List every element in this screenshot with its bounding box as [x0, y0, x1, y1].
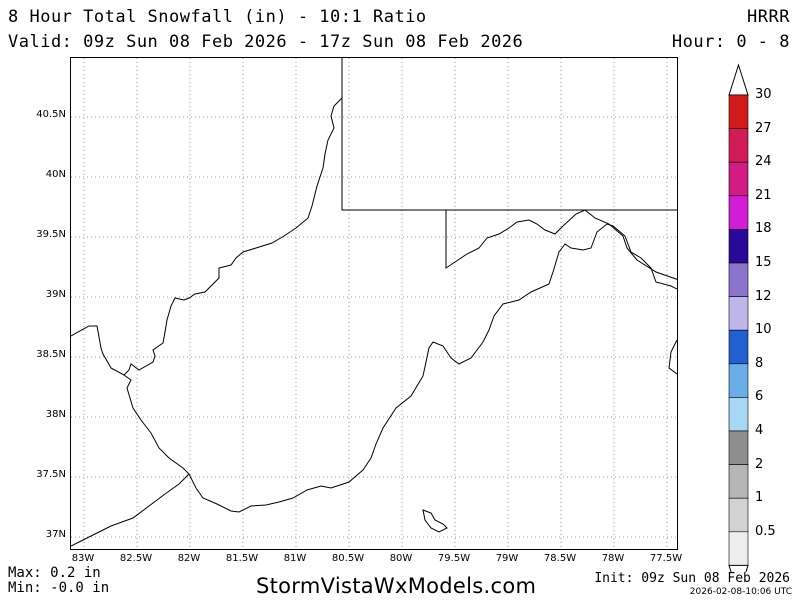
site-watermark: StormVistaWxModels.com [256, 574, 537, 598]
map-canvas [71, 58, 677, 549]
latitude-label: 39N [45, 289, 66, 300]
latitude-label: 40.5N [36, 109, 66, 120]
longitude-label: 81W [283, 553, 307, 564]
latitude-label: 38N [45, 409, 66, 420]
forecast-hour-range: Hour: 0 - 8 [671, 32, 790, 52]
legend-swatch [728, 161, 749, 197]
min-value: Min: -0.0 in [8, 580, 110, 596]
stats-box: Max: 0.2 in Min: -0.0 in [8, 566, 109, 596]
legend-swatch [728, 464, 749, 499]
legend-level-label: 6 [755, 389, 764, 405]
maryland-border [445, 209, 677, 280]
state-borders [71, 58, 677, 547]
kentucky-virginia-border [71, 473, 190, 547]
west-virginia-border-south [123, 223, 677, 513]
legend-swatch [728, 329, 749, 365]
legend-swatch [728, 296, 749, 331]
legend-level-label: 1 [755, 490, 764, 506]
legend-level-label: 18 [755, 221, 772, 237]
longitude-label: 81.5W [225, 553, 259, 564]
latitude-label: 40N [45, 169, 66, 180]
legend-top-arrow [728, 63, 749, 96]
longitude-label: 77.5W [649, 553, 683, 564]
legend-swatch [728, 363, 749, 398]
pennsylvania-border [341, 58, 677, 211]
latitude-label: 37N [45, 529, 66, 540]
valid-time: Valid: 09z Sun 08 Feb 2026 - 17z Sun 08 … [8, 32, 524, 52]
legend-level-label: 24 [755, 154, 772, 170]
longitude-label: 79.5W [437, 553, 471, 564]
map-title: 8 Hour Total Snowfall (in) - 10:1 Ratio [8, 7, 427, 27]
legend-level-label: 10 [755, 322, 772, 338]
legend-level-label: 2 [755, 456, 764, 472]
legend-bottom-arrow [728, 564, 749, 572]
legend-level-label: 4 [755, 423, 764, 438]
longitude-label: 80W [389, 553, 413, 564]
lake-outline [422, 509, 448, 533]
longitude-label: 83W [71, 553, 95, 564]
generated-timestamp: 2026-02-08-10:06 UTC [689, 587, 792, 597]
legend-level-label: 15 [755, 255, 772, 270]
legend-swatch [728, 397, 749, 432]
color-legend-bar [728, 63, 749, 572]
legend-swatch [728, 262, 749, 297]
longitude-label: 79W [495, 553, 519, 564]
legend-swatch [728, 94, 749, 129]
coast-fragment [668, 339, 677, 375]
west-virginia-border [71, 97, 343, 376]
longitude-label: 82.5W [119, 553, 153, 564]
legend-swatch [728, 430, 749, 465]
longitude-label: 78W [601, 553, 625, 564]
legend-level-label: 0.5 [755, 523, 776, 539]
longitude-label: 82W [177, 553, 201, 564]
legend-swatch [728, 497, 749, 533]
latitude-label: 38.5N [36, 349, 66, 360]
legend-level-label: 21 [755, 187, 772, 203]
longitude-label: 78.5W [543, 553, 577, 564]
graticule [71, 58, 677, 549]
legend-level-label: 30 [755, 87, 772, 102]
legend-swatch [728, 128, 749, 163]
init-time: Init: 09z Sun 08 Feb 2026 [594, 571, 790, 586]
legend-swatch [728, 195, 749, 230]
legend-level-label: 12 [755, 288, 772, 304]
latitude-label: 39.5N [36, 229, 66, 240]
legend-level-label: 27 [755, 120, 772, 136]
longitude-label: 80.5W [331, 553, 365, 564]
latitude-label: 37.5N [36, 469, 66, 480]
legend-level-label: 8 [755, 355, 764, 371]
map-panel [70, 57, 678, 550]
legend-swatch [728, 531, 749, 566]
legend-swatch [728, 229, 749, 264]
model-name: HRRR [747, 7, 790, 27]
max-value: Max: 0.2 in [8, 565, 101, 581]
